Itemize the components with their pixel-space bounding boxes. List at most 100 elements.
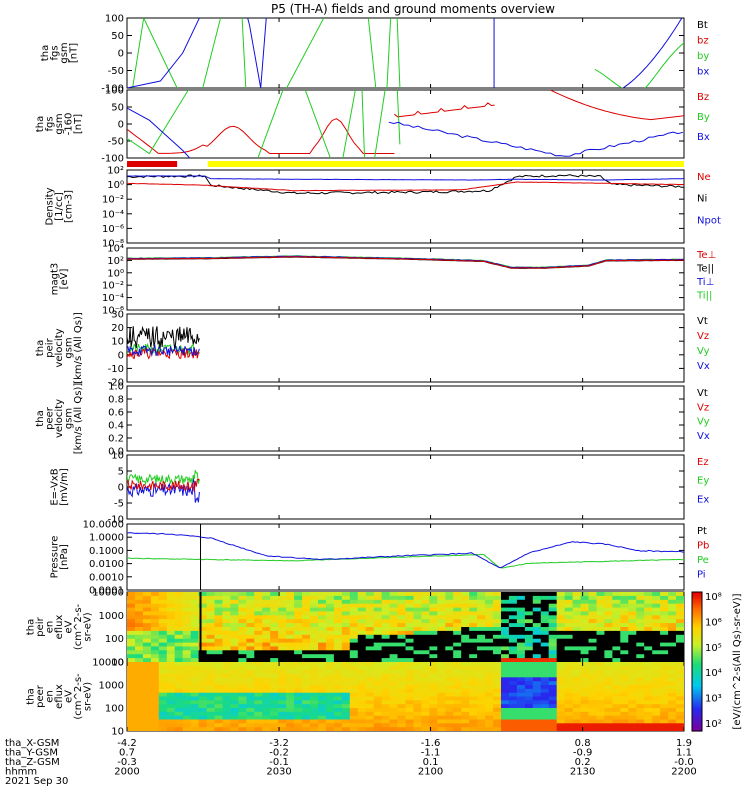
spectrogram-cell — [135, 638, 144, 644]
spectrogram-cell — [214, 611, 224, 616]
colorbar-swatch — [692, 617, 702, 621]
spectrogram-cell — [198, 673, 208, 678]
spectrogram-cell — [174, 723, 184, 728]
spectrogram-cell — [238, 665, 247, 671]
spectrogram-cell — [421, 595, 430, 601]
spectrogram-cell — [493, 607, 502, 613]
y-label-line: tha — [26, 619, 37, 635]
colorbar-swatch — [692, 645, 702, 649]
y-label-line: [1/cc] — [54, 192, 65, 221]
spectrogram-cell — [254, 688, 263, 694]
spectrogram-cell — [373, 677, 383, 682]
spectrogram-cell — [453, 603, 462, 609]
spectrogram-cell — [302, 642, 311, 648]
spectrogram-cell — [548, 630, 558, 636]
spectrogram-cell — [238, 711, 247, 717]
spectrogram-cell — [532, 662, 542, 667]
spectrogram-cell — [405, 623, 415, 628]
spectrogram-cell — [477, 607, 486, 613]
spectrogram-cell — [349, 615, 359, 620]
y-tick-label: 10000 — [92, 658, 124, 669]
spectrogram-cell — [572, 669, 582, 675]
spectrogram-cell — [206, 681, 216, 686]
spectrogram-cell — [150, 727, 160, 731]
spectrogram-cell — [413, 662, 423, 667]
spectrogram-cell — [278, 711, 287, 717]
spectrogram-cell — [158, 685, 168, 690]
spectrogram-cell — [222, 692, 232, 698]
spectrogram-cell — [150, 654, 160, 659]
spectrogram-cell — [373, 715, 383, 721]
spectrogram-cell — [429, 646, 438, 651]
spectrogram-cell — [333, 638, 343, 644]
spectrogram-cell — [485, 715, 494, 721]
spectrogram-cell — [182, 688, 192, 694]
spectrogram-cell — [644, 685, 653, 690]
spectrogram-cell — [254, 665, 263, 671]
spectrogram-cell — [564, 708, 574, 713]
spectrogram-cell — [413, 592, 423, 597]
spectrogram-cell — [142, 681, 152, 686]
spectrogram-cell — [190, 623, 200, 628]
spectrogram-cell — [270, 685, 279, 690]
spectrogram-cell — [620, 723, 629, 728]
spectrogram-cell — [127, 592, 136, 597]
spectrogram-cell — [325, 623, 335, 628]
x-tick-label: 2100 — [418, 767, 443, 778]
legend-vt: Vt — [697, 316, 708, 327]
spectrogram-cell — [238, 715, 247, 721]
spectrogram-cell — [198, 650, 208, 655]
spectrogram-cell — [652, 692, 661, 698]
colorbar-swatch — [692, 668, 702, 672]
spectrogram-cell — [373, 623, 383, 628]
spectrogram-cell — [493, 719, 502, 724]
spectrogram-cell — [556, 654, 566, 659]
y-tick-label: 0.2 — [108, 434, 124, 445]
spectrogram-cell — [628, 615, 637, 620]
spectrogram-cell — [357, 658, 367, 662]
spectrogram-cell — [540, 607, 550, 613]
spectrogram-cell — [437, 627, 446, 632]
spectrogram-cell — [198, 692, 208, 698]
y-tick-label: -10 — [108, 515, 124, 526]
spectrogram-cell — [532, 665, 542, 671]
spectrogram-cell — [429, 669, 438, 675]
spectrogram-cell — [325, 727, 335, 731]
spectrogram-cell — [532, 623, 542, 628]
spectrogram-cell — [294, 615, 303, 620]
spectrogram-cell — [620, 662, 629, 667]
spectrogram-cell — [270, 603, 279, 609]
spectrogram-cell — [294, 623, 303, 628]
spectrogram-cell — [612, 619, 621, 624]
spectrogram-cell — [182, 673, 192, 678]
spectrogram-cell — [668, 607, 677, 613]
spectrogram-cell — [365, 607, 375, 613]
spectrogram-cell — [373, 599, 383, 605]
spectrogram-cell — [214, 607, 224, 613]
spectrogram-cell — [588, 599, 598, 605]
spectrogram-cell — [135, 642, 144, 648]
spectrogram-cell — [501, 719, 510, 724]
spectrogram-cell — [620, 615, 629, 620]
spectrogram-cell — [254, 692, 263, 698]
spectrogram-cell — [373, 634, 383, 640]
spectrogram-cell — [652, 603, 661, 609]
spectrogram-cell — [397, 627, 407, 632]
y-label-line: Density — [45, 187, 56, 225]
spectrogram-cell — [127, 638, 136, 644]
spectrogram-cell — [437, 685, 446, 690]
spectrogram-cell — [174, 677, 184, 682]
spectrogram-cell — [413, 642, 423, 648]
spectrogram-cell — [278, 634, 287, 640]
spectrogram-cell — [222, 611, 232, 616]
spectrogram-cell — [556, 673, 566, 678]
spectrogram-cell — [469, 727, 478, 731]
spectrogram-cell — [166, 599, 176, 605]
spectrogram-cell — [628, 603, 637, 609]
spectrogram-cell — [214, 681, 224, 686]
spectrogram-cell — [461, 715, 470, 721]
spectrogram-cell — [620, 611, 629, 616]
spectrogram-cell — [238, 719, 247, 724]
spectrogram-cell — [628, 592, 637, 597]
panel-6: 1.00.80.60.40.20.0thapeervelocitygsm[km/… — [35, 382, 710, 458]
